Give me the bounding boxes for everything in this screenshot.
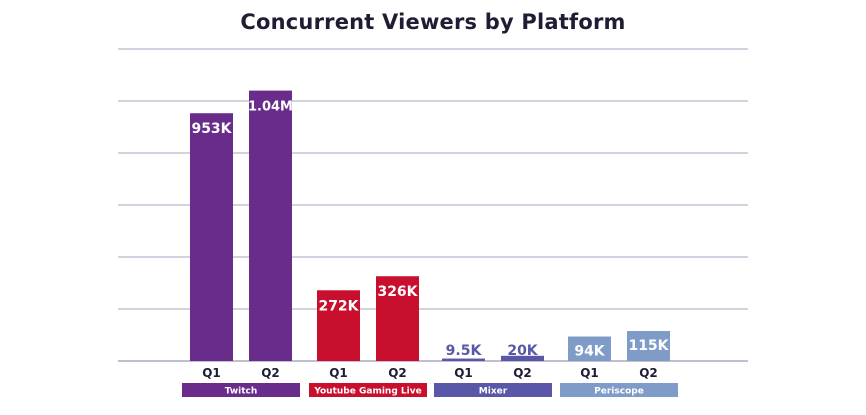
quarter-label: Q1 — [329, 366, 348, 380]
label-bg — [500, 340, 545, 359]
bar-cap — [442, 358, 485, 361]
platform-label-box — [309, 383, 427, 397]
bar — [376, 276, 419, 361]
bar — [317, 290, 360, 361]
platform-label: Twitch — [225, 387, 258, 397]
quarter-label: Q1 — [202, 366, 221, 380]
value-label: 272K — [318, 298, 359, 314]
quarter-label: Q2 — [639, 366, 658, 380]
bar-fill — [568, 336, 611, 361]
quarter-label: Q2 — [261, 366, 280, 380]
platform-label-box — [434, 383, 552, 397]
chart-title: Concurrent Viewers by Platform — [240, 10, 626, 34]
value-label: 326K — [377, 284, 418, 300]
value-label: 94K — [574, 344, 605, 360]
value-label: 953K — [191, 121, 232, 137]
value-label: 1.04M — [248, 100, 293, 115]
quarter-label: Q2 — [513, 366, 532, 380]
bar — [190, 113, 233, 361]
quarter-label: Q1 — [580, 366, 599, 380]
quarter-label: Q1 — [454, 366, 473, 380]
value-label: 20K — [507, 343, 538, 359]
quarter-label: Q2 — [388, 366, 407, 380]
platform-label: Periscope — [594, 387, 644, 397]
value-label: 9.5K — [446, 343, 483, 359]
value-label: 115K — [628, 338, 669, 354]
label-bg — [441, 340, 486, 359]
bar-cap — [501, 355, 544, 361]
platform-label: Youtube Gaming Live — [313, 387, 421, 397]
bar — [249, 90, 292, 361]
platform-label-box — [182, 383, 300, 397]
platform-label-box — [560, 383, 678, 397]
bar-fill — [627, 331, 670, 361]
platform-label: Mixer — [479, 387, 508, 397]
